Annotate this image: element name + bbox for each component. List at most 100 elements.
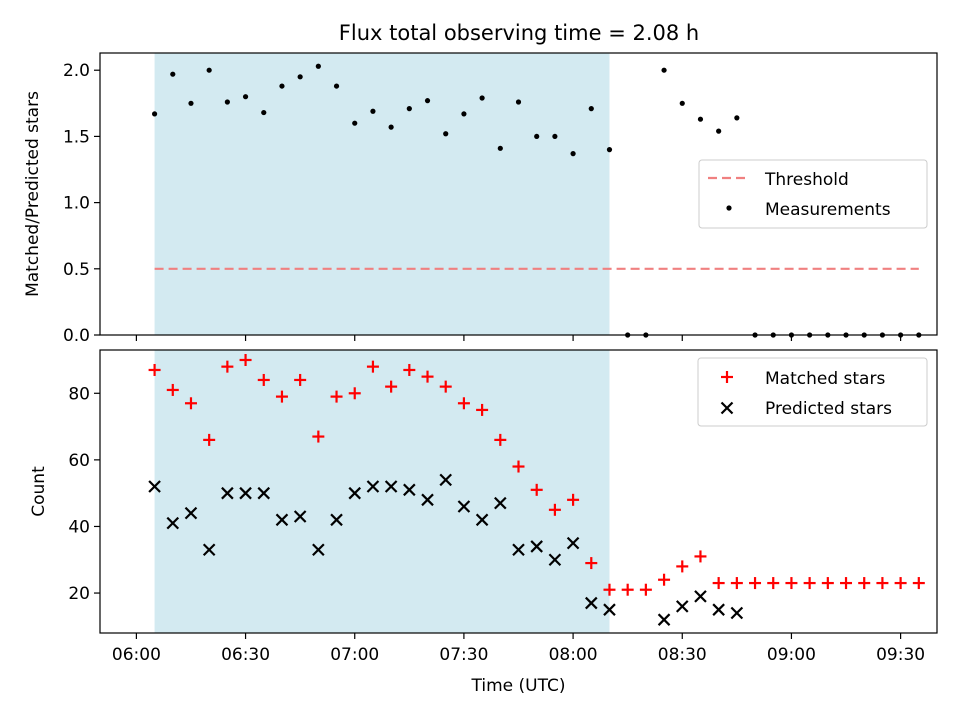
measurement-point — [370, 108, 376, 114]
matched-star-point — [730, 577, 743, 590]
top-x-ticks — [135, 335, 902, 341]
x-axis-label: Time (UTC) — [471, 676, 566, 696]
top-panel: 0.00.51.01.52.0 Matched/Predicted stars … — [23, 52, 938, 346]
matched-stars-points — [148, 353, 925, 596]
matched-star-point — [148, 363, 161, 376]
measurement-point — [151, 111, 158, 117]
predicted-star-point — [494, 496, 507, 510]
matched-star-point — [439, 380, 452, 393]
predicted-star-point — [275, 513, 289, 527]
bottom-y-tick-label: 20 — [68, 584, 90, 604]
measurement-point — [388, 124, 394, 130]
bottom-y-ticks: 20 40 60 80 — [68, 384, 100, 604]
measurement-point — [333, 83, 340, 89]
x-tick-label: 09:00 — [767, 645, 816, 665]
matched-star-point — [221, 360, 234, 373]
matched-star-point — [275, 390, 288, 403]
measurement-point — [734, 115, 740, 121]
matched-star-point — [676, 560, 689, 573]
measurement-point — [297, 74, 303, 80]
measurement-point — [315, 63, 321, 69]
matched-star-point — [858, 577, 871, 590]
matched-star-point — [403, 363, 416, 376]
predicted-star-point — [439, 473, 452, 487]
matched-star-point — [257, 373, 270, 386]
predicted-star-point — [712, 603, 725, 616]
matched-star-point — [767, 577, 780, 590]
matched-star-point — [330, 390, 343, 403]
bottom-y-tick-label: 60 — [68, 451, 90, 471]
matched-star-point — [530, 483, 543, 496]
legend-measurements-swatch — [726, 205, 732, 211]
measurement-point — [679, 100, 685, 106]
measurement-point — [606, 147, 613, 153]
top-legend: Threshold Measurements — [698, 159, 928, 229]
matched-star-point — [548, 503, 561, 516]
matched-star-point — [840, 577, 853, 590]
matched-star-point — [567, 493, 580, 506]
matched-star-point — [603, 583, 616, 596]
measurement-point — [206, 67, 212, 73]
measurement-point — [188, 100, 194, 106]
top-legend-box — [698, 159, 928, 229]
legend-predicted-label: Predicted stars — [765, 399, 892, 419]
top-y-tick-label: 1.0 — [63, 194, 90, 214]
matched-star-point — [658, 573, 671, 586]
matched-star-point — [712, 577, 725, 590]
predicted-star-point — [457, 500, 471, 513]
measurement-point — [461, 111, 467, 117]
matched-star-point — [494, 433, 507, 446]
predicted-star-point — [293, 510, 307, 523]
legend-x-marker — [720, 401, 734, 415]
matched-star-point — [585, 557, 598, 570]
matched-star-point — [912, 577, 925, 590]
predicted-star-point — [184, 506, 198, 520]
predicted-star-point — [421, 493, 434, 507]
top-axes-frame — [99, 52, 938, 336]
predicted-star-point — [202, 543, 216, 557]
top-y-tick-label: 1.5 — [63, 127, 90, 147]
predicted-star-point — [403, 483, 416, 497]
matched-star-point — [476, 403, 489, 416]
measurement-point — [534, 133, 540, 140]
x-tick-label: 09:30 — [876, 645, 925, 665]
matched-star-point — [203, 433, 216, 446]
measurement-point — [588, 106, 594, 112]
bottom-y-tick-label: 40 — [68, 517, 90, 537]
shaded-interval-top — [154, 53, 610, 335]
matched-star-point — [348, 387, 361, 400]
predicted-star-point — [530, 540, 543, 553]
measurements-points — [151, 63, 922, 338]
matched-star-point — [803, 577, 816, 590]
predicted-star-point — [366, 480, 380, 493]
measurement-point — [279, 83, 285, 89]
predicted-star-point — [475, 513, 489, 527]
legend-matched-swatch — [721, 371, 733, 383]
matched-star-point — [694, 550, 707, 563]
matched-star-point — [821, 577, 834, 590]
top-y-tick-label: 0.5 — [63, 260, 90, 280]
matched-star-point — [457, 397, 470, 410]
predicted-star-point — [512, 543, 525, 557]
matched-star-point — [512, 460, 525, 473]
measurement-point — [716, 128, 722, 134]
bottom-legend: Matched stars Predicted stars — [697, 357, 928, 427]
measurement-point — [479, 95, 485, 101]
predicted-star-point — [585, 596, 598, 610]
matched-star-point — [366, 360, 379, 373]
predicted-star-point — [657, 613, 671, 626]
x-tick-label: 07:00 — [330, 645, 379, 665]
legend-plus-marker — [721, 371, 733, 383]
matched-star-point — [749, 577, 762, 590]
legend-measurements-label: Measurements — [765, 200, 891, 220]
matched-star-point — [876, 577, 889, 590]
predicted-star-point — [348, 486, 362, 500]
bottom-legend-box — [697, 357, 928, 427]
matched-star-point — [385, 380, 398, 393]
legend-threshold-label: Threshold — [764, 170, 849, 190]
predicted-star-point — [239, 486, 252, 500]
predicted-star-point — [603, 603, 616, 616]
measurement-point — [352, 120, 358, 126]
